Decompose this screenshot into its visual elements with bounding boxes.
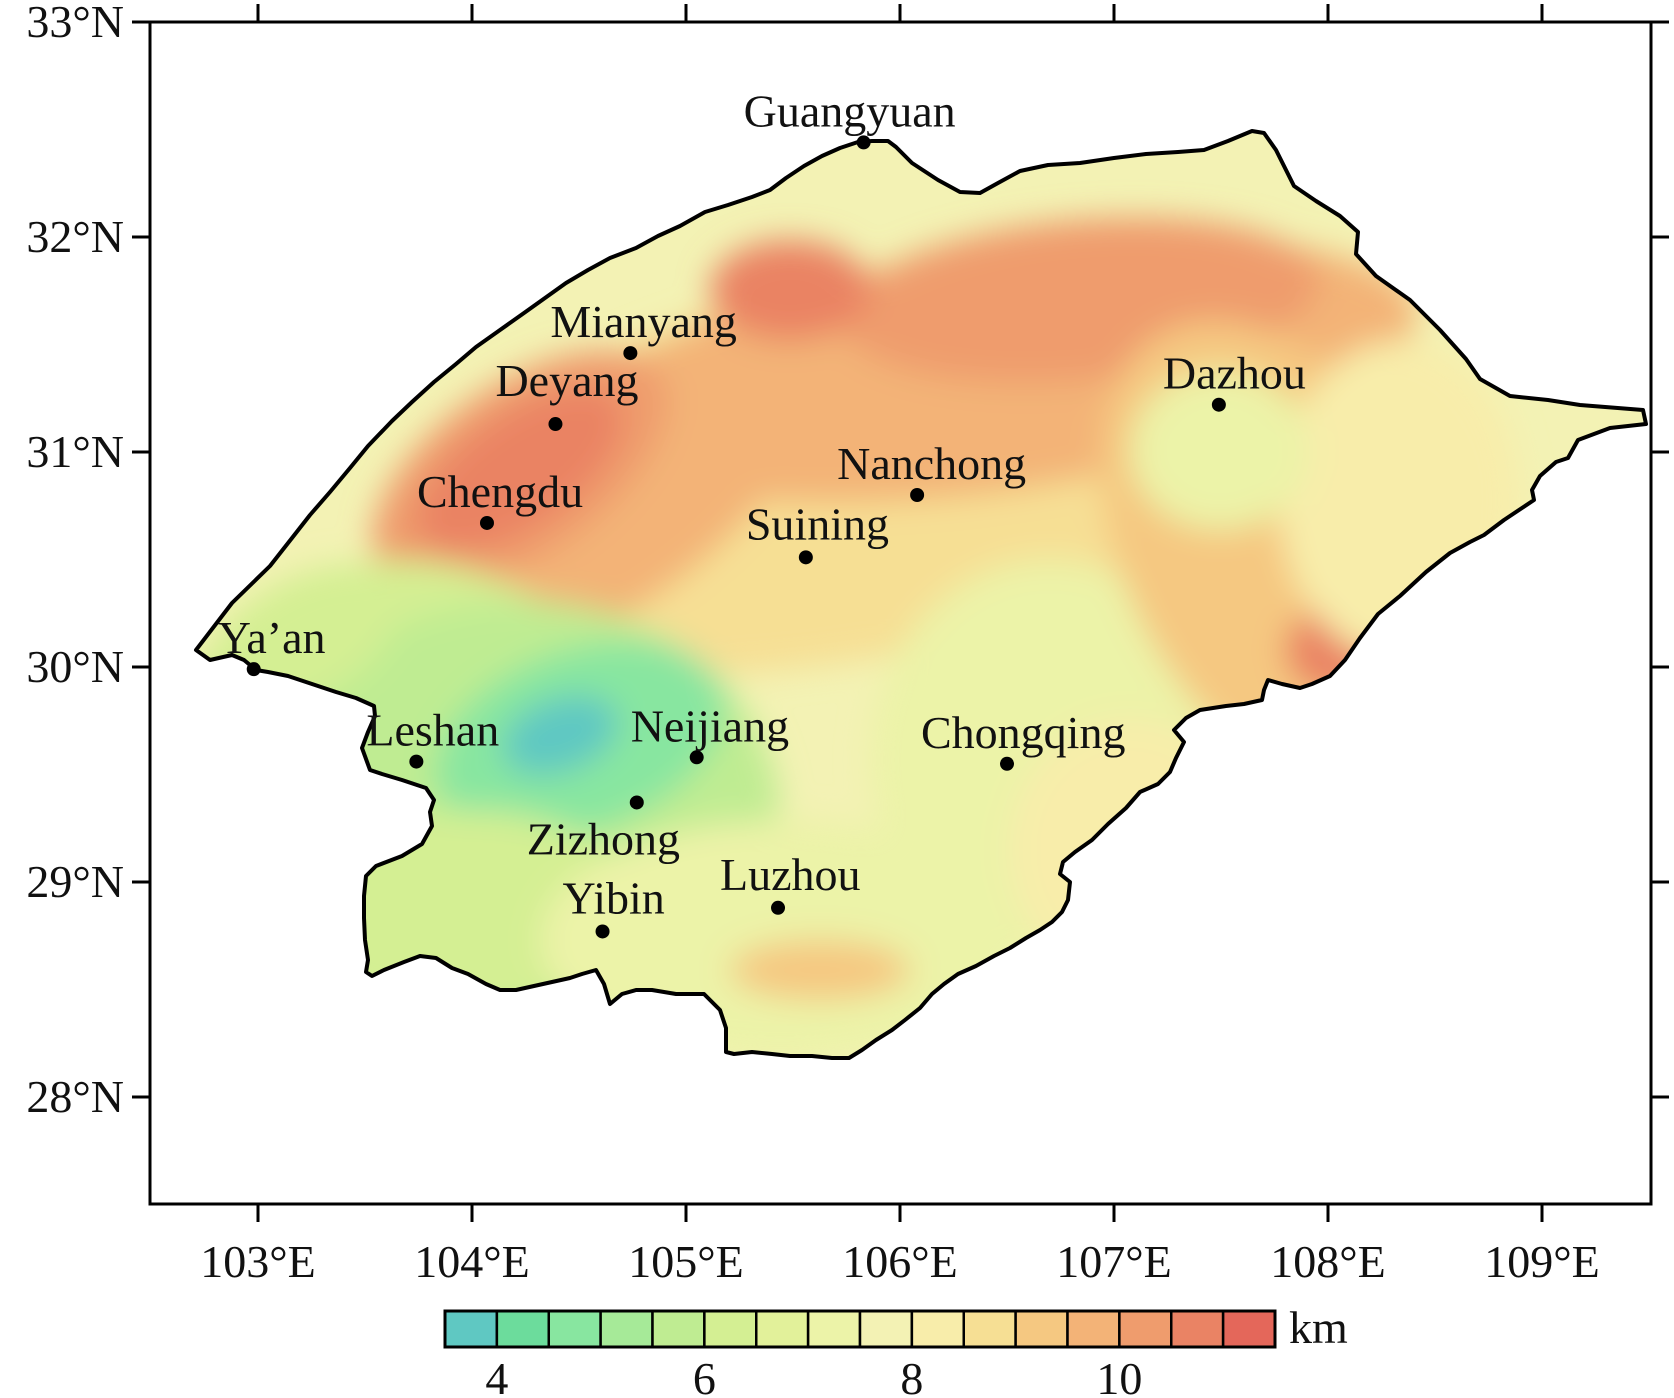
colorbar-segment bbox=[495, 1309, 550, 1349]
city-label: Chengdu bbox=[417, 466, 583, 517]
city-neijiang: Neijiang bbox=[631, 700, 789, 765]
colorbar-segment bbox=[806, 1309, 862, 1349]
city-dot bbox=[409, 754, 424, 769]
city-label: Leshan bbox=[366, 705, 499, 756]
colorbar-segment bbox=[651, 1309, 706, 1349]
lon-tick-label: 103°E bbox=[200, 1236, 316, 1287]
city-dot bbox=[623, 346, 638, 361]
lat-tick-label: 31°N bbox=[26, 426, 124, 477]
lat-tick-label: 33°N bbox=[26, 0, 124, 47]
colorbar-segment bbox=[443, 1309, 499, 1349]
city-dot bbox=[689, 750, 704, 765]
city-markers: Guangyuan Mianyang Deyang Dazhou Chengdu Nanc… bbox=[218, 85, 1306, 939]
city-deyang: Deyang bbox=[495, 355, 639, 432]
city-label: Zizhong bbox=[527, 813, 680, 864]
city-dot bbox=[246, 662, 261, 677]
colorbar-segment bbox=[755, 1309, 810, 1349]
lon-tick-label: 107°E bbox=[1056, 1236, 1172, 1287]
colorbar-tick-label: 4 bbox=[485, 1353, 508, 1398]
colorbar-tick-label: 6 bbox=[693, 1353, 716, 1398]
city-dot bbox=[1000, 756, 1014, 771]
colorbar-segment bbox=[1221, 1309, 1277, 1349]
city-leshan: Leshan bbox=[366, 705, 499, 769]
city-label: Deyang bbox=[495, 355, 638, 406]
city-label: Dazhou bbox=[1163, 348, 1306, 399]
city-dot bbox=[1211, 397, 1226, 412]
colorbar: km 4 6 8 10 bbox=[443, 1302, 1348, 1398]
city-dot bbox=[548, 417, 563, 432]
colorbar-segment bbox=[962, 1309, 1017, 1349]
city-suining: Suining bbox=[746, 498, 889, 565]
city-dot bbox=[856, 135, 871, 150]
city-nanchong: Nanchong bbox=[837, 438, 1026, 502]
lat-tick-label: 32°N bbox=[26, 211, 124, 262]
lon-tick-label: 108°E bbox=[1270, 1236, 1386, 1287]
city-label: Ya’an bbox=[218, 612, 326, 663]
colorbar-segment bbox=[599, 1309, 654, 1349]
lon-tick-label: 106°E bbox=[842, 1236, 958, 1287]
city-dot bbox=[479, 515, 494, 530]
city-dot bbox=[595, 924, 610, 939]
city-label: Neijiang bbox=[631, 700, 789, 751]
city-dot bbox=[629, 795, 644, 810]
colorbar-segment bbox=[547, 1309, 602, 1349]
lon-tick-label: 109°E bbox=[1484, 1236, 1600, 1287]
lon-tick-label: 104°E bbox=[414, 1236, 530, 1287]
city-dot bbox=[798, 550, 813, 565]
colorbar-tick-label: 10 bbox=[1096, 1353, 1142, 1398]
colorbar-segment bbox=[1066, 1309, 1121, 1349]
city-label: Mianyang bbox=[550, 296, 737, 347]
colorbar-segment bbox=[1170, 1309, 1225, 1349]
city-zizhong: Zizhong bbox=[527, 795, 680, 864]
height-field bbox=[194, 129, 1648, 1060]
city-label: Yibin bbox=[563, 872, 665, 923]
colorbar-segment bbox=[858, 1309, 914, 1349]
city-luzhou: Luzhou bbox=[720, 849, 861, 915]
city-mianyang: Mianyang bbox=[550, 296, 737, 361]
city-guangyuan: Guangyuan bbox=[744, 85, 956, 150]
city-chengdu: Chengdu bbox=[417, 466, 583, 530]
colorbar-segment bbox=[1118, 1309, 1173, 1349]
city-yibin: Yibin bbox=[563, 872, 665, 939]
colorbar-segment bbox=[1014, 1309, 1069, 1349]
colorbar-tick-label: 8 bbox=[900, 1353, 923, 1398]
lon-tick-label: 105°E bbox=[628, 1236, 744, 1287]
lat-tick-label: 29°N bbox=[26, 856, 124, 907]
city-dot bbox=[910, 488, 925, 502]
colorbar-segment bbox=[703, 1309, 758, 1349]
colorbar-segment bbox=[910, 1309, 965, 1349]
city-dazhou: Dazhou bbox=[1163, 348, 1306, 412]
city-label: Nanchong bbox=[837, 438, 1026, 489]
city-label: Chongqing bbox=[921, 707, 1125, 758]
city-label: Suining bbox=[746, 498, 889, 549]
city-yaan: Ya’an bbox=[218, 612, 326, 677]
city-label: Luzhou bbox=[720, 849, 861, 900]
lat-tick-label: 28°N bbox=[26, 1071, 124, 1122]
axis-ticks: 33°N 32°N 31°N 30°N 29°N 28°N 103°E 104°E 105°E 1… bbox=[26, 0, 1669, 1287]
city-dot bbox=[771, 900, 786, 915]
city-label: Guangyuan bbox=[744, 85, 956, 136]
colorbar-unit: km bbox=[1289, 1302, 1348, 1353]
lat-tick-label: 30°N bbox=[26, 641, 124, 692]
city-chongqing: Chongqing bbox=[921, 707, 1125, 771]
